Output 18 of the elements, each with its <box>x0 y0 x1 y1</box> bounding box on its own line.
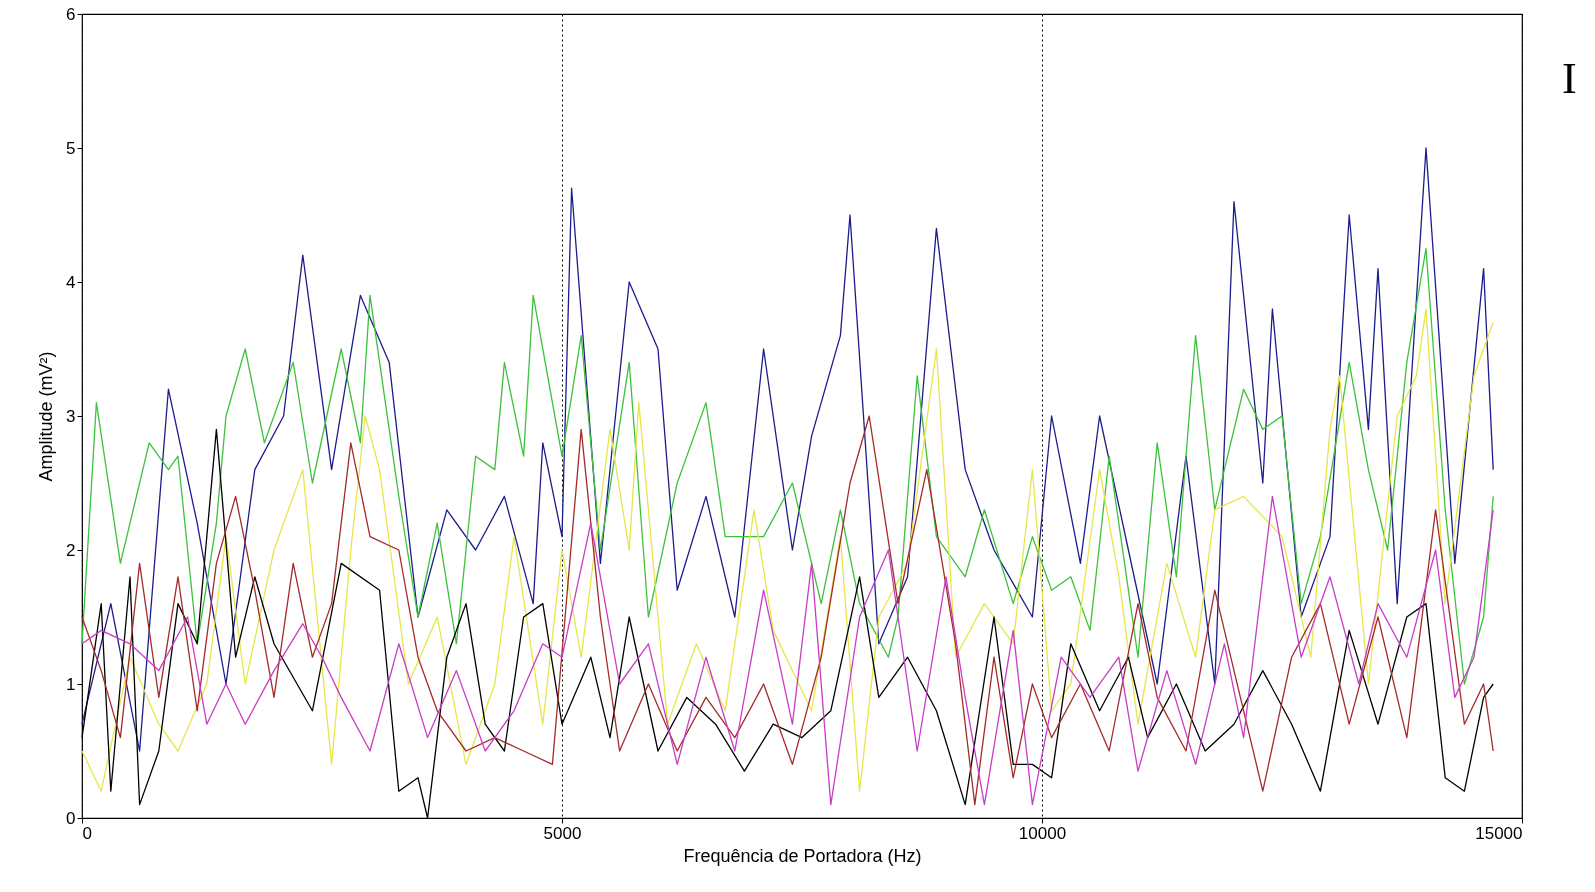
y-tick-label: 6 <box>66 4 76 24</box>
text: I <box>1562 54 1577 103</box>
y-tick-label: 3 <box>66 406 76 426</box>
line-series <box>81 147 1494 752</box>
y-tick-label: 4 <box>66 272 76 292</box>
line-series <box>81 495 1494 806</box>
x-tick-label: 5000 <box>543 823 582 843</box>
x-tick-label: 10000 <box>1018 823 1067 843</box>
x-axis-title: Frequência de Portadora (Hz) <box>683 845 922 866</box>
y-tick-label: 5 <box>66 138 76 158</box>
x-tick-label: 0 <box>82 823 92 843</box>
x-tick-label: 15000 <box>1475 823 1523 843</box>
line-series <box>81 308 1494 792</box>
line-series <box>81 247 1494 685</box>
y-axis-title: Amplitude (mV²) <box>36 351 57 482</box>
y-tick-label: 2 <box>66 540 76 560</box>
y-tick-label: 1 <box>66 674 76 694</box>
y-tick-label: 0 <box>66 808 76 828</box>
